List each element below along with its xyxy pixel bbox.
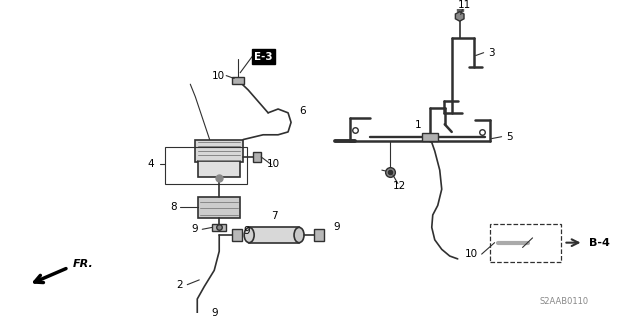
Bar — [195, 139, 243, 162]
Ellipse shape — [244, 227, 254, 243]
Bar — [422, 133, 438, 140]
Text: 10: 10 — [465, 249, 478, 259]
Text: 5: 5 — [506, 132, 513, 142]
Bar — [198, 161, 240, 177]
Bar — [490, 224, 561, 262]
Text: 8: 8 — [170, 202, 177, 212]
Text: 2: 2 — [176, 280, 182, 290]
Text: 6: 6 — [300, 106, 307, 116]
Text: B-4: B-4 — [589, 238, 610, 248]
Text: 12: 12 — [393, 181, 406, 191]
Bar — [165, 147, 247, 184]
Bar — [253, 152, 261, 162]
Text: 4: 4 — [147, 160, 154, 169]
Ellipse shape — [294, 227, 304, 243]
Bar — [314, 229, 324, 241]
Text: 11: 11 — [458, 0, 471, 10]
Text: 9: 9 — [333, 222, 340, 232]
Text: 9: 9 — [244, 226, 250, 236]
Bar — [232, 77, 244, 84]
Bar — [198, 197, 240, 218]
Text: 10: 10 — [266, 160, 280, 169]
Text: 9: 9 — [191, 224, 198, 234]
Text: 7: 7 — [271, 211, 277, 221]
Bar — [232, 229, 242, 241]
Text: S2AAB0110: S2AAB0110 — [540, 297, 589, 306]
Text: 1: 1 — [415, 120, 421, 130]
Text: E-3: E-3 — [254, 51, 273, 62]
Text: 9: 9 — [211, 308, 218, 318]
Text: 10: 10 — [212, 70, 225, 81]
Text: 3: 3 — [488, 48, 495, 58]
Text: FR.: FR. — [72, 259, 93, 269]
Bar — [249, 227, 299, 243]
Bar — [212, 224, 226, 231]
